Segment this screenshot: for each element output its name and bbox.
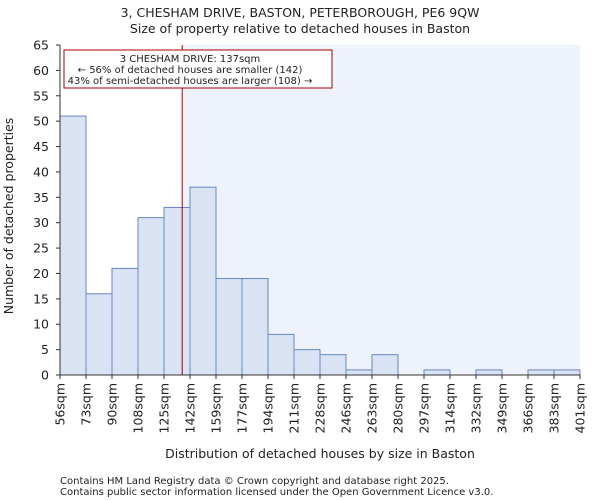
x-tick-label-19: 383sqm xyxy=(547,383,562,433)
x-tick-label-6: 159sqm xyxy=(209,383,224,433)
x-tick-label-9: 211sqm xyxy=(287,383,302,433)
y-tick-label-0: 0 xyxy=(41,368,49,383)
bar-16 xyxy=(475,369,503,376)
x-ticks-layer: 56sqm 73sqm 90sqm 108sqm 125sqm 142sqm 159sqm 1… xyxy=(53,375,588,433)
y-tick-label-25: 25 xyxy=(33,241,49,256)
bar-19 xyxy=(553,369,581,376)
y-tick-label-15: 15 xyxy=(33,291,49,306)
bar-8 xyxy=(267,333,295,376)
chart-subtitle: Size of property relative to detached ho… xyxy=(130,21,470,36)
bar-9 xyxy=(293,349,321,376)
x-tick-label-1: 73sqm xyxy=(79,383,94,426)
bar-18 xyxy=(527,369,555,376)
y-ticks-layer: 0 5 10 15 20 25 30 35 40 45 50 55 60 65 xyxy=(33,38,60,383)
x-tick-label-4: 125sqm xyxy=(157,383,172,433)
bar-3 xyxy=(137,217,165,376)
x-tick-label-13: 280sqm xyxy=(391,383,406,433)
y-axis-label: Number of detached properties xyxy=(1,118,16,315)
x-axis-label: Distribution of detached houses by size … xyxy=(165,446,475,461)
y-tick-label-45: 45 xyxy=(33,139,49,154)
x-tick-label-10: 228sqm xyxy=(313,383,328,433)
x-tick-label-14: 297sqm xyxy=(417,383,432,433)
y-tick-label-20: 20 xyxy=(33,266,49,281)
x-tick-label-5: 142sqm xyxy=(183,383,198,433)
bar-0 xyxy=(59,115,87,376)
bar-4 xyxy=(163,206,191,376)
x-tick-label-0: 56sqm xyxy=(53,383,68,426)
x-tick-label-16: 332sqm xyxy=(469,383,484,433)
bar-6 xyxy=(215,278,243,376)
y-tick-label-30: 30 xyxy=(33,215,49,230)
bar-2 xyxy=(111,267,139,376)
x-tick-label-7: 177sqm xyxy=(235,383,250,433)
annotation-line-2: ← 56% of detached houses are smaller (14… xyxy=(78,65,303,76)
y-tick-label-60: 60 xyxy=(33,63,49,78)
footer-line-2: Contains public sector information licen… xyxy=(60,487,493,498)
y-tick-label-40: 40 xyxy=(33,164,49,179)
footer-line-1: Contains HM Land Registry data © Crown c… xyxy=(60,476,449,487)
x-tick-label-8: 194sqm xyxy=(261,383,276,433)
bar-10 xyxy=(319,354,347,376)
x-tick-label-11: 246sqm xyxy=(339,383,354,433)
annotation-line-1: 3 CHESHAM DRIVE: 137sqm xyxy=(120,54,261,65)
x-tick-label-3: 108sqm xyxy=(131,383,146,433)
bars-layer xyxy=(59,115,581,376)
bar-7 xyxy=(241,278,269,376)
x-tick-label-2: 90sqm xyxy=(105,383,120,426)
x-tick-label-17: 349sqm xyxy=(495,383,510,433)
chart-title: 3, CHESHAM DRIVE, BASTON, PETERBOROUGH, … xyxy=(121,5,480,20)
x-tick-label-18: 366sqm xyxy=(521,383,536,433)
bar-5 xyxy=(189,186,217,376)
y-tick-label-35: 35 xyxy=(33,190,49,205)
y-tick-label-55: 55 xyxy=(33,88,49,103)
bar-1 xyxy=(85,293,113,376)
annotation-line-3: 43% of semi-detached houses are larger (… xyxy=(68,76,313,87)
bar-11 xyxy=(345,369,373,376)
x-tick-label-12: 263sqm xyxy=(365,383,380,433)
y-tick-label-50: 50 xyxy=(33,114,49,129)
bar-12 xyxy=(371,354,399,376)
y-tick-label-5: 5 xyxy=(41,342,49,357)
y-tick-label-10: 10 xyxy=(33,317,49,332)
annotation-box: 3 CHESHAM DRIVE: 137sqm ← 56% of detache… xyxy=(63,49,333,89)
x-tick-label-15: 314sqm xyxy=(443,383,458,433)
annotation-border xyxy=(63,49,333,89)
bar-14 xyxy=(423,369,451,376)
y-tick-label-65: 65 xyxy=(33,38,49,53)
x-tick-label-20: 401sqm xyxy=(573,383,588,433)
